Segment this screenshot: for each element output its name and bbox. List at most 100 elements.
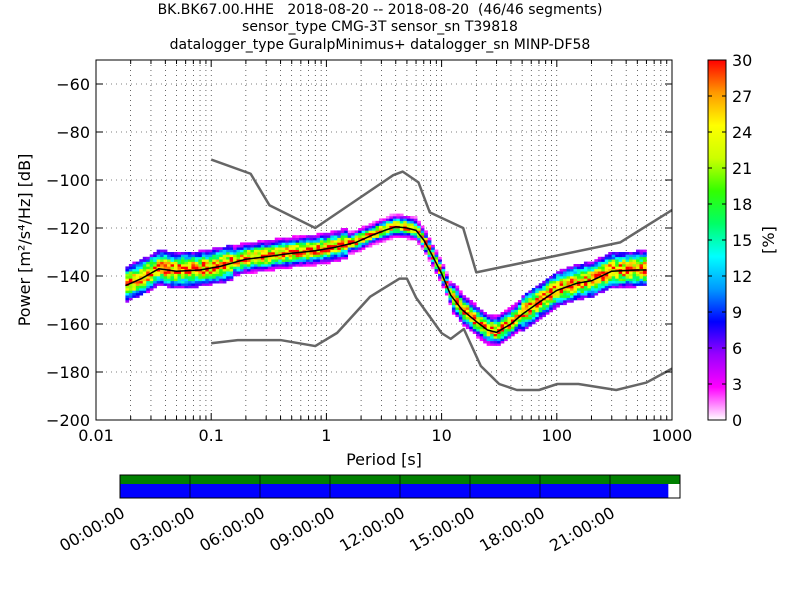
density-cell (583, 268, 588, 272)
density-cell (330, 249, 335, 253)
density-cell (417, 228, 421, 231)
density-cell (583, 261, 588, 265)
density-cell (378, 225, 383, 229)
coverage-timeline: 00:00:0003:00:0006:00:0009:00:0012:00:00… (56, 474, 681, 555)
density-cell (264, 247, 269, 250)
density-cell (576, 266, 581, 270)
density-cell (642, 276, 647, 279)
density-cell (358, 230, 362, 234)
density-cell (406, 232, 411, 236)
density-cell (521, 297, 526, 301)
density-cell (264, 264, 269, 267)
density-cell (149, 264, 154, 267)
density-cell (434, 268, 439, 272)
density-cell (326, 259, 331, 262)
density-cell (337, 259, 342, 262)
density-cell (132, 278, 137, 282)
density-cell (420, 247, 425, 250)
density-cell (142, 266, 147, 270)
density-cell (642, 256, 647, 260)
density-cell (483, 314, 487, 318)
density-cell (549, 288, 553, 291)
density-cell (434, 256, 439, 260)
grid-lines (96, 60, 672, 421)
density-cell (219, 276, 223, 279)
density-cell (594, 276, 599, 279)
density-cell (542, 292, 547, 296)
density-cell (629, 278, 633, 282)
density-cell (288, 256, 293, 260)
density-cell (531, 316, 536, 320)
density-cell (535, 295, 540, 298)
density-cell (309, 264, 314, 267)
density-cell (180, 252, 185, 255)
density-cell (316, 235, 321, 238)
density-cell (278, 259, 283, 262)
density-cell (201, 249, 206, 253)
density-cell (180, 278, 185, 282)
density-cell (344, 232, 349, 236)
density-cell (549, 297, 553, 301)
density-cell (333, 242, 338, 246)
density-cell (563, 295, 567, 298)
density-cell (469, 314, 474, 318)
density-cell (215, 266, 220, 270)
density-cell (615, 254, 619, 258)
density-cell (292, 259, 296, 262)
density-cell (344, 256, 349, 260)
density-cell (226, 268, 230, 272)
density-cell (142, 283, 147, 286)
density-cell (465, 326, 470, 330)
density-cell (354, 237, 359, 241)
density-cell (167, 259, 171, 262)
density-cell (476, 326, 481, 330)
colorbar-tick-label: 24 (732, 123, 752, 142)
density-cell (236, 266, 241, 270)
density-cell (174, 271, 178, 274)
density-cell (399, 216, 404, 219)
density-cell (504, 312, 508, 315)
density-cell (507, 314, 512, 318)
density-cell (545, 312, 550, 315)
density-cell (257, 264, 262, 267)
density-cell (243, 247, 248, 250)
density-cell (337, 252, 342, 255)
density-cell (545, 302, 550, 306)
density-cell (528, 295, 533, 298)
density-cell (135, 273, 140, 277)
density-cell (403, 225, 408, 229)
density-cell (563, 278, 567, 282)
density-cell (285, 244, 289, 248)
density-cell (556, 280, 560, 284)
density-cell (535, 309, 540, 313)
density-cell (410, 218, 415, 222)
density-cell (556, 273, 560, 277)
density-cell (549, 309, 553, 313)
density-cell (580, 268, 585, 272)
density-cell (434, 259, 439, 262)
density-cell (253, 264, 258, 267)
density-cell (549, 278, 553, 282)
density-cell (156, 283, 161, 286)
density-cell (531, 312, 536, 315)
density-cell (618, 283, 623, 286)
density-cell (344, 249, 349, 253)
density-cell (382, 235, 387, 238)
density-cell (521, 302, 526, 306)
density-cell (333, 249, 338, 253)
density-cell (580, 295, 585, 298)
density-cell (420, 232, 425, 236)
density-cell (608, 264, 613, 267)
density-cell (559, 271, 564, 274)
density-cell (514, 324, 519, 327)
density-cell (163, 276, 168, 279)
density-cell (493, 321, 498, 325)
density-cell (333, 237, 338, 241)
density-cell (552, 280, 557, 284)
y-axis-label: Power [m²/s⁴/Hz] [dB] (15, 154, 34, 327)
density-cell (236, 271, 241, 274)
density-cell (556, 300, 560, 303)
density-cell (490, 343, 494, 346)
density-cell (604, 280, 609, 284)
density-cell (125, 273, 130, 277)
